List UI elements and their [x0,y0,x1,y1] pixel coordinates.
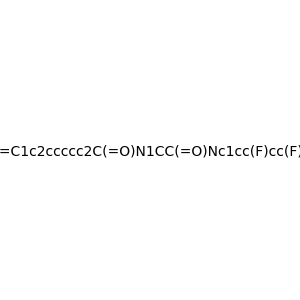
Text: O=C1c2ccccc2C(=O)N1CC(=O)Nc1cc(F)cc(F)c1: O=C1c2ccccc2C(=O)N1CC(=O)Nc1cc(F)cc(F)c1 [0,145,300,158]
